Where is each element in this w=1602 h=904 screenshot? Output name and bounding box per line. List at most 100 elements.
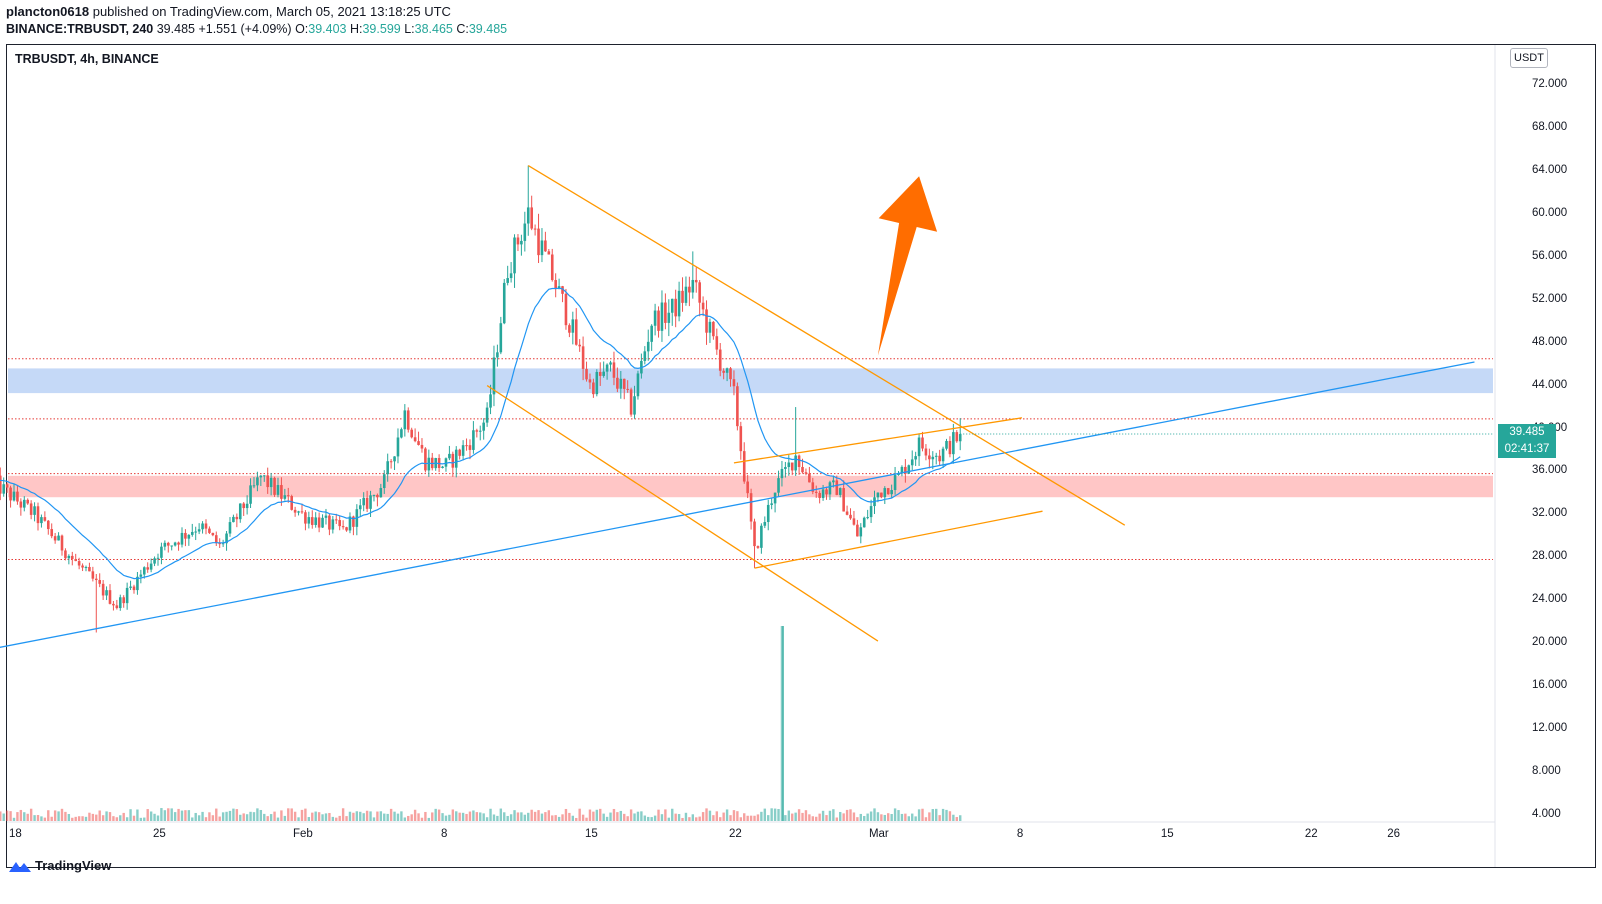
volume-bar — [91, 813, 95, 821]
candle-body — [173, 542, 177, 546]
candle-body — [112, 603, 115, 606]
candle-body — [400, 429, 403, 438]
candle-body — [808, 473, 811, 483]
volume-bar — [16, 812, 19, 821]
volume-bar — [856, 817, 859, 821]
candle-body — [866, 517, 869, 519]
volume-bar — [204, 817, 208, 821]
volume-bar — [50, 816, 53, 821]
volume-bar — [609, 812, 612, 821]
candle-body — [585, 368, 588, 380]
volume-bar — [540, 813, 544, 821]
candle-body — [739, 426, 743, 452]
volume-bar — [184, 810, 187, 821]
candle-body — [218, 543, 221, 545]
candle-body — [228, 522, 232, 534]
volume-bar — [887, 813, 890, 821]
volume-bar — [564, 808, 568, 821]
volume-bar — [403, 817, 407, 821]
candle-body — [475, 430, 479, 432]
candle-body — [448, 453, 451, 459]
volume-bar — [136, 809, 139, 821]
channel-lower-line — [754, 510, 1043, 569]
candle-body — [441, 466, 444, 469]
volume-bar — [547, 810, 551, 821]
volume-bar — [791, 813, 794, 821]
volume-bar — [931, 809, 934, 821]
volume-bar — [156, 815, 160, 821]
candle-body — [266, 475, 269, 488]
candle-body — [506, 278, 509, 283]
volume-bar — [129, 809, 132, 821]
volume-bar — [482, 813, 485, 821]
volume-bar — [259, 809, 263, 821]
candle-body — [609, 362, 612, 365]
candle-body — [235, 516, 239, 520]
chart-frame[interactable] — [6, 44, 1596, 868]
candle-body — [60, 535, 64, 551]
candle-body — [211, 532, 215, 536]
volume-bar — [715, 811, 719, 821]
candle-body — [286, 495, 290, 497]
volume-bar — [760, 811, 763, 821]
candle-body — [115, 605, 119, 609]
candle-body — [5, 484, 9, 488]
candle-body — [427, 457, 431, 471]
volume-bar — [520, 812, 523, 821]
volume-bar — [849, 809, 852, 821]
volume-bar — [19, 809, 23, 821]
candle-body — [334, 519, 338, 521]
candle-body — [417, 441, 420, 445]
candle-body — [880, 492, 883, 498]
volume-bar — [667, 817, 671, 821]
candle-body — [36, 506, 40, 524]
candle-body — [468, 445, 472, 450]
y-tick-label: 24.000 — [1532, 593, 1568, 606]
candle-body — [389, 461, 393, 463]
volume-bar — [633, 813, 636, 821]
tradingview-logo[interactable]: TradingView — [8, 858, 111, 873]
volume-bar — [407, 815, 410, 821]
candle-body — [262, 475, 266, 477]
volume-bar — [684, 812, 688, 821]
volume-bar — [252, 812, 256, 821]
volume-bar — [602, 813, 605, 821]
volume-bar — [821, 810, 825, 821]
candle-body — [252, 485, 256, 487]
candle-body — [386, 461, 389, 475]
candle-body — [19, 501, 23, 508]
candle-body — [187, 534, 191, 539]
volume-bar — [592, 811, 595, 821]
candle-body — [718, 349, 722, 371]
candle-body — [725, 368, 729, 373]
volume-bar — [239, 814, 242, 821]
volume-bar — [623, 813, 626, 821]
volume-bar — [811, 816, 815, 821]
candle-body — [705, 309, 708, 333]
volume-bar — [571, 815, 575, 821]
volume-bar — [825, 815, 828, 821]
volume-bar — [712, 815, 715, 821]
open-value: 39.403 — [308, 22, 347, 36]
candle-body — [701, 302, 705, 310]
volume-bar — [503, 812, 506, 821]
volume-bar — [112, 816, 115, 821]
volume-bar — [88, 812, 91, 821]
currency-button[interactable]: USDT — [1510, 48, 1548, 68]
branding-text: TradingView — [35, 858, 112, 873]
candle-body — [924, 448, 928, 456]
volume-bar — [173, 812, 177, 821]
volume-bar — [396, 813, 400, 821]
volume-bar — [681, 817, 684, 821]
x-tick-label: 15 — [1160, 828, 1174, 840]
candle-body — [393, 456, 396, 462]
low-value: 38.465 — [414, 22, 453, 36]
candle-body — [561, 286, 564, 294]
candle-body — [57, 535, 60, 541]
candle-body — [588, 379, 592, 383]
volume-bar — [660, 814, 664, 821]
candle-body — [132, 586, 136, 591]
price-tag-value: 39.485 — [1509, 426, 1545, 438]
candle-body — [646, 341, 650, 352]
